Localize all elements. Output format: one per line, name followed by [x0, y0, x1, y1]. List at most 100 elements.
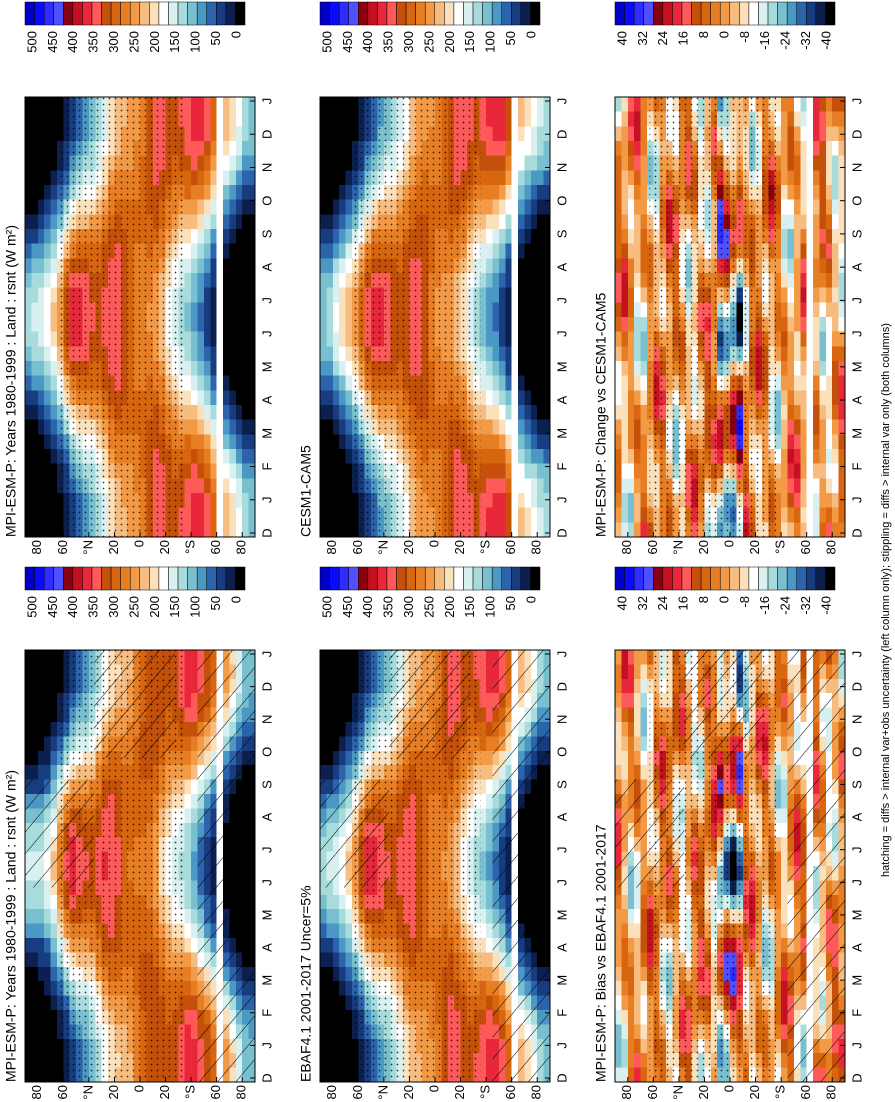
colorbar-box	[63, 1, 74, 26]
field-cell	[242, 199, 250, 215]
field-cell	[345, 140, 353, 156]
field-cell	[229, 140, 237, 156]
field-cell	[492, 213, 500, 229]
y-tick-label: 0	[131, 1085, 146, 1092]
field-cell	[320, 433, 327, 449]
field-cell	[320, 228, 327, 244]
field-cell	[524, 287, 532, 303]
field-cell	[537, 111, 545, 127]
field-cell	[50, 1009, 58, 1025]
colorbar-box	[511, 566, 522, 591]
field-cell	[229, 492, 237, 508]
field-cell	[191, 807, 199, 823]
field-cell	[242, 404, 250, 420]
field-cell	[634, 735, 642, 751]
field-cell	[203, 140, 211, 156]
field-cell	[543, 419, 551, 435]
field-cell	[203, 169, 211, 185]
field-cell	[216, 492, 224, 508]
field-cell	[210, 169, 218, 185]
field-cell	[31, 735, 39, 751]
field-cell	[191, 865, 199, 881]
y-tick-label: 20	[106, 1085, 121, 1099]
field-cell	[498, 184, 506, 200]
field-cell	[479, 995, 487, 1010]
field-cell	[210, 125, 218, 141]
field-cell	[615, 995, 622, 1010]
field-cell	[518, 184, 526, 200]
field-cell	[235, 96, 243, 112]
field-cell	[242, 477, 250, 493]
field-cell	[37, 287, 45, 303]
field-cell	[235, 316, 243, 332]
field-cell	[498, 419, 506, 435]
field-cell	[197, 448, 205, 464]
x-tick-label: D	[259, 130, 274, 139]
field-cell	[210, 389, 218, 405]
field-cell	[345, 360, 353, 376]
colorbar-box	[168, 566, 179, 591]
field-cell	[210, 184, 218, 200]
field-cell	[479, 1052, 487, 1068]
field-cell	[524, 301, 532, 317]
field-cell	[537, 213, 545, 229]
x-tick-label: O	[259, 747, 274, 757]
field-cell	[37, 995, 45, 1010]
field-cell	[486, 951, 494, 967]
field-cell	[530, 507, 538, 523]
field-cell	[498, 125, 506, 141]
field-cell	[37, 111, 45, 127]
field-cell	[486, 966, 494, 982]
field-cell	[184, 1009, 192, 1025]
y-tick-label: 20	[157, 540, 172, 554]
field-cell	[50, 707, 58, 722]
field-cell	[25, 199, 32, 215]
colorbar-label: 500	[319, 31, 334, 53]
field-cell	[25, 331, 32, 347]
field-cell	[25, 678, 32, 694]
field-cell	[640, 692, 648, 708]
colorbar-box	[415, 566, 426, 591]
x-tick-label: O	[554, 747, 569, 757]
field-cell	[197, 477, 205, 493]
colorbar-label: 50	[503, 31, 518, 45]
field-cell	[242, 213, 250, 229]
field-cell	[505, 375, 513, 391]
field-cell	[320, 923, 327, 938]
field-cell	[191, 507, 199, 523]
field-cell	[634, 649, 642, 665]
field-cell	[248, 375, 256, 391]
field-cell	[37, 360, 45, 376]
field-cell	[332, 169, 340, 185]
field-cell	[210, 331, 218, 347]
field-cell	[184, 477, 192, 493]
field-cell	[530, 463, 538, 479]
colorbar-box	[463, 566, 474, 591]
colorbar-box	[110, 1, 121, 26]
field-cell	[640, 678, 648, 694]
field-cell	[492, 243, 500, 259]
field-cell	[235, 213, 243, 229]
field-cell	[627, 678, 635, 694]
field-cell	[498, 360, 506, 376]
field-cell	[229, 96, 237, 112]
field-cell	[37, 721, 45, 737]
panel: MPI-ESM-P: Years 1980-1999 : Land : rsnt…	[3, 566, 274, 1100]
field-cell	[229, 257, 237, 273]
field-cell	[210, 96, 218, 112]
field-cell	[530, 169, 538, 185]
field-cell	[518, 125, 526, 141]
field-cell	[621, 1038, 629, 1054]
field-cell	[191, 923, 199, 938]
field-cell	[511, 345, 519, 361]
field-cell	[31, 419, 39, 435]
field-cell	[524, 463, 532, 479]
colorbar-box	[348, 566, 359, 591]
field-cell	[25, 184, 32, 200]
field-cell	[25, 1023, 32, 1039]
field-cell	[524, 155, 532, 171]
field-cell	[37, 707, 45, 722]
field-cell	[615, 707, 622, 722]
field-cell	[25, 272, 32, 288]
colorbar-box	[206, 566, 217, 591]
